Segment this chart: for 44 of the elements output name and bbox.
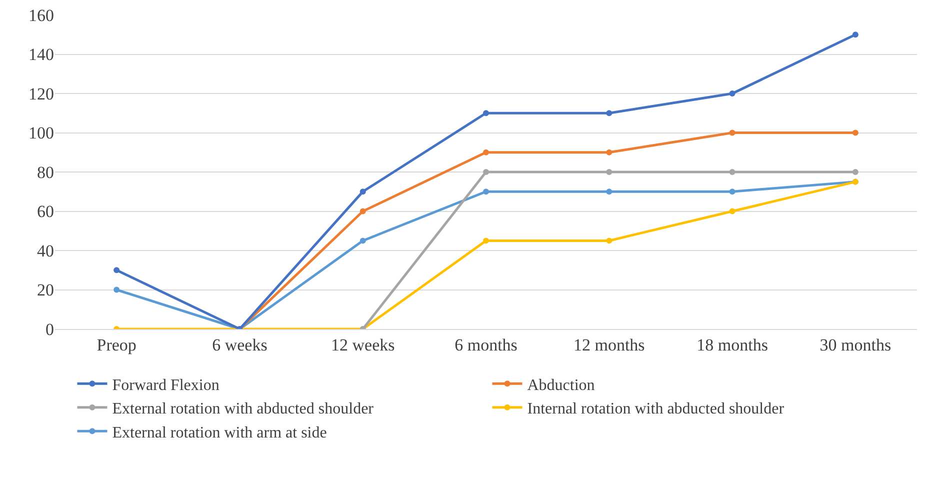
y-tick-label: 120	[28, 84, 54, 104]
point	[729, 169, 736, 175]
legend-label: External rotation with abducted shoulder	[112, 400, 374, 418]
x-tick-label: 30 months	[820, 335, 892, 354]
point	[360, 188, 366, 195]
point	[852, 130, 858, 136]
x-tick-label: 18 months	[696, 335, 768, 354]
point	[360, 208, 366, 214]
x-tick-label: 12 months	[573, 335, 645, 354]
y-tick-label: 40	[37, 241, 54, 260]
point	[483, 110, 489, 116]
legend-label: Forward Flexion	[112, 376, 220, 394]
point	[729, 208, 736, 214]
x-tick-label: Preop	[96, 335, 136, 354]
point	[852, 169, 858, 175]
point	[114, 267, 120, 274]
point	[114, 286, 120, 293]
point	[606, 169, 612, 175]
point	[360, 238, 366, 244]
legend-label: Abduction	[527, 376, 595, 394]
y-tick-label: 160	[28, 6, 54, 25]
point	[606, 188, 612, 195]
point	[606, 149, 612, 156]
point	[852, 32, 858, 38]
x-tick-label: 6 months	[454, 335, 518, 354]
point	[483, 188, 489, 195]
point	[729, 130, 736, 136]
y-tick-label: 140	[28, 45, 54, 64]
legend-label: External rotation with arm at side	[112, 424, 327, 442]
y-tick-label: 60	[37, 202, 54, 222]
y-tick-label: 0	[46, 320, 54, 339]
point	[729, 188, 736, 195]
point	[483, 169, 489, 175]
point	[606, 238, 612, 244]
x-tick-label: 6 weeks	[212, 335, 268, 354]
point	[606, 110, 612, 116]
legend-label: Internal rotation with abducted shoulder	[527, 400, 785, 418]
point	[729, 90, 736, 96]
y-tick-label: 20	[37, 280, 54, 300]
point	[483, 149, 489, 156]
y-tick-label: 80	[37, 162, 54, 182]
x-tick-label: 12 weeks	[330, 335, 395, 354]
y-tick-label: 100	[28, 124, 54, 143]
point	[483, 238, 489, 244]
